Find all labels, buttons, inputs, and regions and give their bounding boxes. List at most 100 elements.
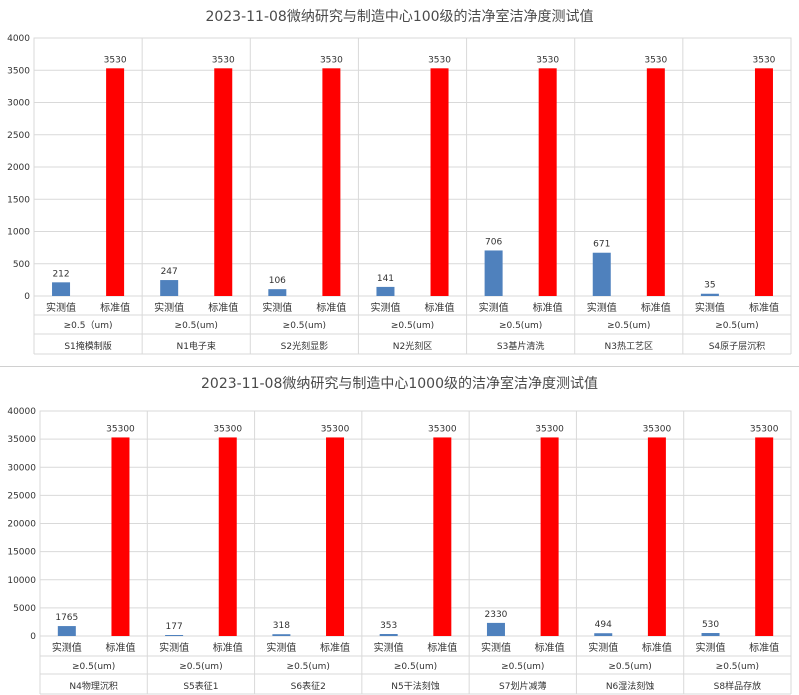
x-tick-label-standard: 标准值 <box>208 301 238 314</box>
data-label-actual: 177 <box>166 622 183 632</box>
data-label-actual: 141 <box>377 274 394 284</box>
y-tick-label: 15000 <box>7 548 36 558</box>
bar-standard <box>214 68 233 296</box>
particle-size-label: ≥0.5(um) <box>394 662 437 672</box>
bar-actual <box>592 252 611 296</box>
y-tick-label: 25000 <box>7 491 36 501</box>
x-tick-label-actual: 实测值 <box>696 641 726 654</box>
data-label-actual: 494 <box>595 620 612 630</box>
particle-size-label: ≥0.5(um) <box>283 321 326 331</box>
particle-size-label: ≥0.5(um) <box>287 662 330 672</box>
x-tick-label-actual: 实测值 <box>374 641 404 654</box>
bar-standard <box>111 437 130 636</box>
room-label: N4物理沉积 <box>69 680 117 692</box>
x-tick-label-actual: 实测值 <box>52 641 82 654</box>
data-label-standard: 35300 <box>321 424 350 434</box>
room-label: N1电子束 <box>176 340 215 352</box>
x-tick-label-standard: 标准值 <box>425 301 455 314</box>
bar-standard <box>433 437 452 636</box>
chart-1000-class: 2023-11-08微纳研究与制造中心1000级的洁净室洁净度测试值 0 5000… <box>0 366 799 695</box>
room-label: S6表征2 <box>291 680 326 692</box>
particle-size-label: ≥0.5(um) <box>72 662 115 672</box>
y-tick-label: 10000 <box>7 576 36 586</box>
data-label-standard: 35300 <box>213 424 242 434</box>
room-label: S4原子层沉积 <box>709 340 765 352</box>
chart-1000-class-svg: 0 5000 10000 15000 20000 25000 30000 35000 40000… <box>7 407 792 695</box>
room-label: S5表征1 <box>183 680 218 692</box>
bar-standard <box>218 437 237 636</box>
data-label-actual: 706 <box>485 237 502 247</box>
chart-separator <box>0 356 799 366</box>
data-label-actual: 212 <box>52 269 69 279</box>
data-label-actual: 2330 <box>485 610 508 620</box>
chart-100-class-svg: 0 500 1000 1500 2000 2500 3000 3500 4000 212 3530 实… <box>7 34 792 355</box>
particle-size-label: ≥0.5(um) <box>501 662 544 672</box>
data-label-standard: 3530 <box>212 55 235 65</box>
data-label-standard: 3530 <box>320 55 343 65</box>
room-label: S1掩模制版 <box>64 340 111 352</box>
x-tick-label-standard: 标准值 <box>749 641 779 654</box>
room-label: S2光刻显影 <box>281 340 328 352</box>
bar-standard <box>646 68 665 296</box>
data-label-actual: 106 <box>269 276 286 286</box>
data-label-standard: 35300 <box>750 424 779 434</box>
data-label-standard: 35300 <box>106 424 135 434</box>
y-tick-label: 35000 <box>7 435 36 445</box>
particle-size-label: ≥0.5(um) <box>716 662 759 672</box>
room-label: S8样品存放 <box>714 680 761 692</box>
x-tick-label-standard: 标准值 <box>320 641 350 654</box>
y-tick-label: 4000 <box>7 34 30 44</box>
x-tick-label-actual: 实测值 <box>370 301 400 314</box>
y-tick-label: 0 <box>30 632 36 642</box>
x-tick-label-actual: 实测值 <box>481 641 511 654</box>
x-tick-label-actual: 实测值 <box>159 641 189 654</box>
particle-size-label: ≥0.5(um) <box>391 321 434 331</box>
data-label-standard: 3530 <box>536 55 559 65</box>
particle-size-label: ≥0.5(um) <box>499 321 542 331</box>
data-label-actual: 35 <box>704 281 715 291</box>
data-label-standard: 35300 <box>428 424 457 434</box>
data-label-standard: 35300 <box>643 424 672 434</box>
bar-actual <box>486 622 505 636</box>
chart-title: 2023-11-08微纳研究与制造中心100级的洁净室洁净度测试值 <box>205 9 594 25</box>
chart-title: 2023-11-08微纳研究与制造中心1000级的洁净室洁净度测试值 <box>201 376 598 392</box>
data-label-actual: 318 <box>273 621 290 631</box>
x-tick-label-standard: 标准值 <box>427 641 457 654</box>
data-label-standard: 3530 <box>644 55 667 65</box>
y-tick-label: 5000 <box>13 604 36 614</box>
x-tick-label-standard: 标准值 <box>642 641 672 654</box>
x-tick-label-standard: 标准值 <box>105 641 135 654</box>
bar-actual <box>57 626 76 636</box>
x-tick-label-actual: 实测值 <box>588 641 618 654</box>
particle-size-label: ≥0.5(um) <box>608 662 651 672</box>
data-label-actual: 530 <box>702 620 719 630</box>
x-tick-label-standard: 标准值 <box>533 301 563 314</box>
y-tick-label: 2000 <box>7 163 30 173</box>
bar-actual <box>165 635 184 636</box>
y-tick-label: 3000 <box>7 99 30 109</box>
x-tick-label-actual: 实测值 <box>695 301 725 314</box>
x-tick-label-standard: 标准值 <box>535 641 565 654</box>
x-tick-label-actual: 实测值 <box>479 301 509 314</box>
bar-standard <box>647 437 666 636</box>
bar-actual <box>594 633 613 636</box>
room-label: S7划片减薄 <box>499 680 546 692</box>
bar-standard <box>754 68 773 296</box>
bar-standard <box>326 437 345 636</box>
bar-standard <box>322 68 341 296</box>
room-label: N5干法刻蚀 <box>391 680 439 692</box>
data-label-standard: 3530 <box>753 55 776 65</box>
bar-actual <box>376 286 395 296</box>
y-tick-label: 30000 <box>7 463 36 473</box>
data-label-actual: 353 <box>380 621 397 631</box>
bar-actual <box>272 634 291 636</box>
bar-actual <box>160 280 179 296</box>
particle-size-label: ≥0.5(um) <box>607 321 650 331</box>
particle-size-label: ≥0.5(um) <box>715 321 758 331</box>
data-label-actual: 1765 <box>55 613 78 623</box>
bar-standard <box>430 68 449 296</box>
x-tick-label-standard: 标准值 <box>316 301 346 314</box>
x-tick-label-actual: 实测值 <box>266 641 296 654</box>
y-tick-label: 1500 <box>7 195 30 205</box>
room-label: S3基片清洗 <box>497 340 544 352</box>
